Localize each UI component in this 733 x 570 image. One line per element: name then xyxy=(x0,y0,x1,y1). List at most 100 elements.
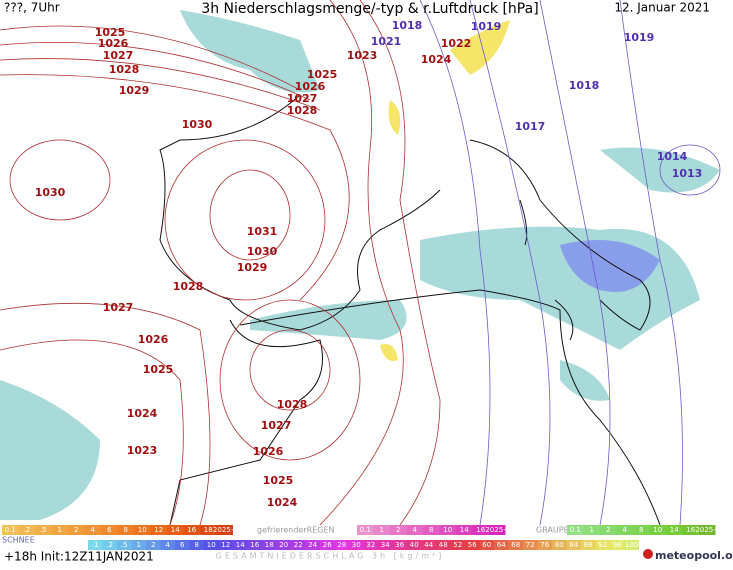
legend-swatch xyxy=(465,540,480,550)
legend-tick: .5 xyxy=(40,526,47,534)
legend-swatch xyxy=(373,525,390,535)
legend-swatch xyxy=(200,525,217,535)
isobar-label: 1030 xyxy=(247,245,278,258)
legend-tick: 8 xyxy=(195,541,199,549)
legend-tick: 10 xyxy=(138,526,147,534)
legend-swatch xyxy=(407,540,422,550)
legend-swatch xyxy=(291,540,306,550)
isobar-label: 1021 xyxy=(371,35,402,48)
legend-swatch xyxy=(150,525,167,535)
legend-swatch xyxy=(175,540,190,550)
legend-swatch xyxy=(494,540,509,550)
legend-swatch xyxy=(363,540,378,550)
legend-tick: 52 xyxy=(453,541,462,549)
legend-tick: 0.1 xyxy=(570,526,581,534)
isobar-label: 1014 xyxy=(657,150,688,163)
isobar-label: 1028 xyxy=(109,63,140,76)
legend-tick: 16 xyxy=(187,526,196,534)
legend-swatch xyxy=(682,525,699,535)
legend-tick: 100 xyxy=(625,541,638,549)
legend-tick: 1 xyxy=(137,541,141,549)
legend-swatch xyxy=(183,525,200,535)
legend-swatch xyxy=(218,540,233,550)
legend-tick: 10 xyxy=(653,526,662,534)
isobar-label: 1017 xyxy=(515,120,546,133)
isobars-low xyxy=(419,0,721,526)
legend-tick: 1 xyxy=(58,526,62,534)
isobar-label: 1027 xyxy=(103,49,134,62)
isobar-label: 1029 xyxy=(119,84,150,97)
legend-tick: 20 xyxy=(279,541,288,549)
isobar-label: 1019 xyxy=(471,20,502,33)
footer-run: +18h Init:12Z11JAN2021 xyxy=(4,550,154,564)
legend-tick: 48 xyxy=(439,541,448,549)
legend-label: GRAUPEL xyxy=(536,526,574,535)
legend-swatch xyxy=(624,540,639,550)
legend-swatch xyxy=(423,525,440,535)
legend-swatch xyxy=(233,540,248,550)
legend-swatch xyxy=(616,525,633,535)
legend-tick: 84 xyxy=(569,541,578,549)
legend-tick: 0.1 xyxy=(360,526,371,534)
legend-tick: 2025+ xyxy=(695,526,719,534)
legend-swatch xyxy=(276,540,291,550)
legend-tick: 26 xyxy=(323,541,332,549)
legend-tick: 92 xyxy=(598,541,607,549)
legend-tick: 16 xyxy=(476,526,485,534)
legend-swatch xyxy=(2,525,19,535)
legend-tick: 30 xyxy=(352,541,361,549)
legend-swatch xyxy=(456,525,473,535)
legend-tick: 44 xyxy=(424,541,433,549)
isobar-label: 1018 xyxy=(569,79,600,92)
legend-tick: 6 xyxy=(180,541,185,549)
legend-swatch xyxy=(68,525,85,535)
legend-swatch xyxy=(160,540,175,550)
legend-tick: 4 xyxy=(413,526,418,534)
legend-swatch xyxy=(378,540,393,550)
legend-swatch xyxy=(204,540,219,550)
legend-tick: .2 xyxy=(106,541,113,549)
isobar-label: 1025 xyxy=(95,26,126,39)
legend-tick: 16 xyxy=(250,541,259,549)
legend-swatch xyxy=(552,540,567,550)
brand-logo xyxy=(643,549,653,559)
isobar-label: 1028 xyxy=(277,398,308,411)
legend-swatch xyxy=(450,540,465,550)
legend-swatch xyxy=(567,525,584,535)
legend-swatch xyxy=(649,525,666,535)
legend-tick: 76 xyxy=(540,541,549,549)
isobar-label: 1023 xyxy=(347,49,378,62)
isobar-label: 1030 xyxy=(182,118,213,131)
legend-tick: 96 xyxy=(613,541,622,549)
isobar-label: 1024 xyxy=(421,53,452,66)
legend-swatch xyxy=(472,525,489,535)
isobar-label: 1013 xyxy=(672,167,703,180)
legend-tick: 28 xyxy=(337,541,346,549)
legend-tick: 14 xyxy=(171,526,180,534)
legend-swatch xyxy=(595,540,610,550)
legend-tick: 2 xyxy=(606,526,610,534)
legend-swatch xyxy=(349,540,364,550)
legend-tick: 88 xyxy=(584,541,593,549)
header-left: ???, 7Uhr xyxy=(4,1,60,15)
legend-swatch xyxy=(633,525,650,535)
heavy-precip xyxy=(560,240,660,292)
legend-swatch xyxy=(117,540,132,550)
legend-tick: 18 xyxy=(265,541,274,549)
legend-swatch xyxy=(117,525,134,535)
legend-tick: 68 xyxy=(511,541,520,549)
legend-tick: 1 xyxy=(380,526,384,534)
legend-tick: 80 xyxy=(555,541,564,549)
legend-label: gefrierenderREGEN xyxy=(257,526,335,535)
isobars-high xyxy=(0,0,441,526)
isobar-label: 1019 xyxy=(624,31,655,44)
legend-tick: 10 xyxy=(443,526,452,534)
legend-swatch xyxy=(479,540,494,550)
isobar-label: 1025 xyxy=(263,474,294,487)
legend-swatch xyxy=(88,540,103,550)
legend-tick: .1 xyxy=(92,541,99,549)
isobar-labels: 1025102610271028102910301030103110301029… xyxy=(35,19,703,509)
legend-tick: 32 xyxy=(366,541,375,549)
isobar-label: 1022 xyxy=(441,37,472,50)
